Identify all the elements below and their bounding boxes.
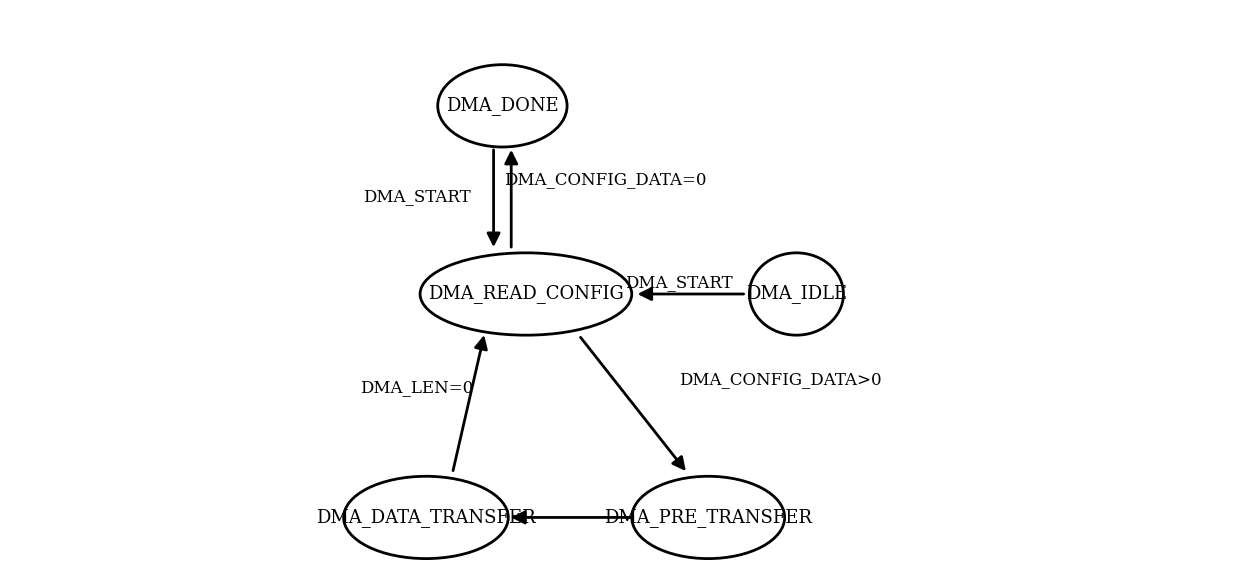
Text: DMA_DONE: DMA_DONE bbox=[446, 96, 559, 115]
Ellipse shape bbox=[749, 253, 843, 335]
Text: DMA_IDLE: DMA_IDLE bbox=[745, 285, 847, 303]
Ellipse shape bbox=[438, 65, 567, 147]
Text: DMA_LEN=0: DMA_LEN=0 bbox=[361, 380, 474, 396]
Ellipse shape bbox=[420, 253, 631, 335]
Ellipse shape bbox=[343, 476, 508, 559]
Text: DMA_PRE_TRANSFER: DMA_PRE_TRANSFER bbox=[604, 508, 812, 527]
Text: DMA_CONFIG_DATA=0: DMA_CONFIG_DATA=0 bbox=[503, 171, 707, 188]
Text: DMA_CONFIG_DATA>0: DMA_CONFIG_DATA>0 bbox=[678, 371, 882, 387]
Text: DMA_START: DMA_START bbox=[363, 189, 471, 205]
Text: DMA_START: DMA_START bbox=[625, 274, 733, 290]
Ellipse shape bbox=[631, 476, 785, 559]
Text: DMA_DATA_TRANSFER: DMA_DATA_TRANSFER bbox=[316, 508, 536, 527]
Text: DMA_READ_CONFIG: DMA_READ_CONFIG bbox=[428, 285, 624, 303]
